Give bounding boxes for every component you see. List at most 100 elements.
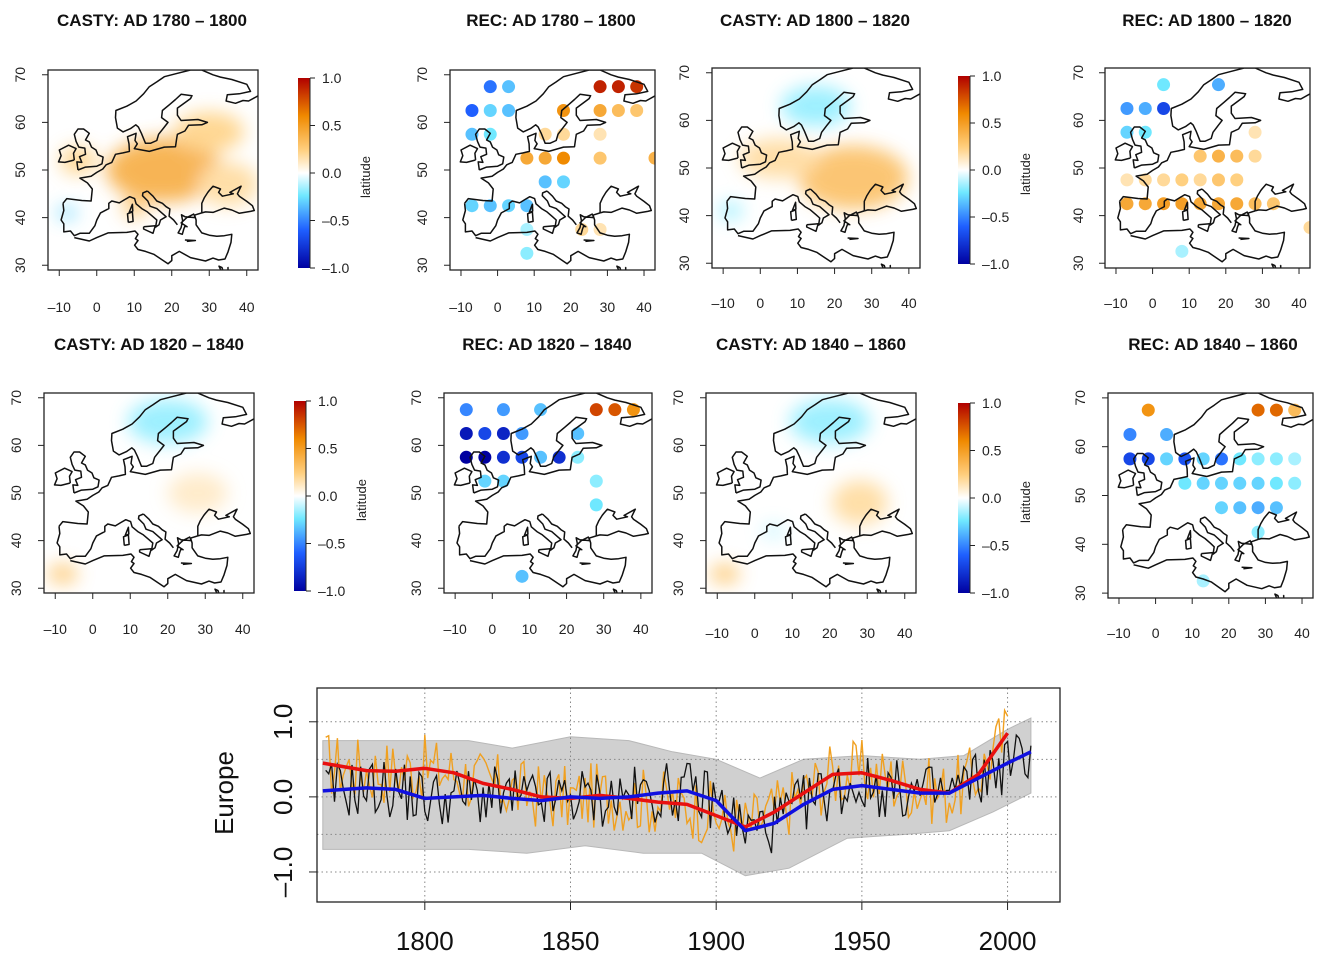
y-tick-label: 70 xyxy=(12,67,28,83)
panel-title: CASTY: AD 1840 – 1860 xyxy=(716,335,906,354)
anomaly-field xyxy=(709,399,888,584)
x-tick-label: 10 xyxy=(784,625,800,641)
coastline-segment xyxy=(726,68,920,202)
x-tick-label: 0 xyxy=(756,295,764,311)
coastline-segment xyxy=(576,212,601,236)
coastline-segment xyxy=(595,508,650,538)
station-point xyxy=(1214,501,1228,515)
station-point xyxy=(608,403,622,417)
map-background xyxy=(450,70,655,270)
y-tick-label: 40 xyxy=(676,208,692,224)
map-plot-area xyxy=(1105,68,1310,268)
coastline-segment xyxy=(1114,142,1134,162)
y-tick-label: 40 xyxy=(1070,208,1086,224)
coastline-segment xyxy=(612,588,618,593)
y-tick-label: 0.0 xyxy=(268,779,298,815)
station-point xyxy=(459,426,473,440)
station-point xyxy=(1288,476,1302,490)
station-point xyxy=(1120,173,1134,187)
station-point xyxy=(538,175,552,189)
coastline-segment xyxy=(464,70,655,204)
station-point xyxy=(571,426,585,440)
x-tick-label: 40 xyxy=(235,621,251,637)
y-tick-label: 30 xyxy=(670,580,686,596)
y-tick-label: 70 xyxy=(1070,65,1086,81)
y-tick-label: 70 xyxy=(414,67,430,83)
coastline-segment xyxy=(1234,538,1259,563)
coastline-segment xyxy=(876,588,882,593)
y-tick-label: 60 xyxy=(1072,439,1088,455)
colorbar-tick-label: –1.0 xyxy=(982,256,1009,272)
coastline-segment xyxy=(474,128,505,171)
y-tick-label: 40 xyxy=(408,533,424,549)
x-tick-label: –10 xyxy=(706,625,730,641)
anomaly-blob xyxy=(738,138,819,179)
coastline xyxy=(1117,393,1313,598)
colorbar-tick-label: –1.0 xyxy=(322,260,349,276)
x-tick-label: –10 xyxy=(711,295,735,311)
coastline-segment xyxy=(732,537,891,588)
station-point xyxy=(496,450,510,464)
station-point xyxy=(1233,501,1247,515)
station-point xyxy=(1248,149,1262,163)
station-point xyxy=(1230,197,1244,211)
colorbar-tick-label: 0.5 xyxy=(322,118,342,134)
coastline-segment xyxy=(572,535,597,559)
coastline-segment xyxy=(1241,566,1253,570)
station-point xyxy=(1138,197,1152,211)
coastline-segment xyxy=(56,513,163,560)
panel-title: CASTY: AD 1820 – 1840 xyxy=(54,335,244,354)
station-point xyxy=(459,450,473,464)
coastline-segment xyxy=(469,451,500,494)
colorbar: 1.0 0.5 0.0 –0.5 –1.0 latitude xyxy=(958,68,1033,272)
colorbar-tick-label: 0.5 xyxy=(318,441,338,457)
map-plot-area xyxy=(48,70,258,270)
colorbar-tick-label: 0.0 xyxy=(982,490,1002,506)
y-tick-label: 50 xyxy=(8,485,24,501)
y-tick-label: 60 xyxy=(1070,112,1086,128)
coastline-segment xyxy=(173,535,199,559)
station-point xyxy=(593,127,607,141)
coastline-segment xyxy=(784,534,792,547)
station-point xyxy=(556,175,570,189)
station-point xyxy=(556,151,570,165)
anomaly-blob xyxy=(127,399,208,444)
x-tick-label: 0 xyxy=(93,299,101,315)
coastline-segment xyxy=(184,239,197,243)
station-point xyxy=(538,151,552,165)
x-tick-label: 20 xyxy=(563,299,579,315)
casty-map-panel-5: CASTY: AD 1820 – 1840 –10 0 10 20 30 40 30 40 50 6… xyxy=(8,335,369,637)
anomaly-blob xyxy=(761,525,786,538)
x-tick-label: 30 xyxy=(864,295,880,311)
rec-map-panel-2: REC: AD 1780 – 1800 –10 0 10 20 30 40 30 40 50 60 7… xyxy=(414,11,656,315)
coastline-segment xyxy=(842,562,855,566)
station-point xyxy=(538,127,552,141)
x-tick-label: 10 xyxy=(1181,295,1197,311)
coastline-segment xyxy=(1119,68,1310,202)
coastline-segment xyxy=(809,188,841,224)
x-tick-label: 1800 xyxy=(396,926,454,954)
colorbar-gradient xyxy=(958,76,970,264)
coastline-segment xyxy=(197,508,252,538)
anomaly-blob xyxy=(709,563,740,584)
y-tick-label: 70 xyxy=(1072,390,1088,406)
anomaly-field xyxy=(718,86,909,219)
station-point xyxy=(1269,476,1283,490)
coastline-segment xyxy=(579,562,591,566)
x-tick-label: 10 xyxy=(522,621,538,637)
station-point xyxy=(1233,476,1247,490)
x-tick-label: 20 xyxy=(822,625,838,641)
y-tick-label: –1.0 xyxy=(268,847,298,898)
coastline-segment xyxy=(60,190,167,237)
y-tick-label: 60 xyxy=(408,437,424,453)
station-point xyxy=(502,103,516,117)
coastline-segment xyxy=(800,547,815,558)
y-tick-label: 50 xyxy=(408,485,424,501)
coastline-segment xyxy=(731,451,762,494)
reconstruction-annual-line xyxy=(325,707,1009,852)
y-tick-label: 50 xyxy=(670,485,686,501)
panel-title: CASTY: AD 1780 – 1800 xyxy=(57,11,247,30)
station-point xyxy=(465,127,479,141)
coastline-segment xyxy=(521,534,530,547)
x-tick-label: 40 xyxy=(633,621,649,637)
